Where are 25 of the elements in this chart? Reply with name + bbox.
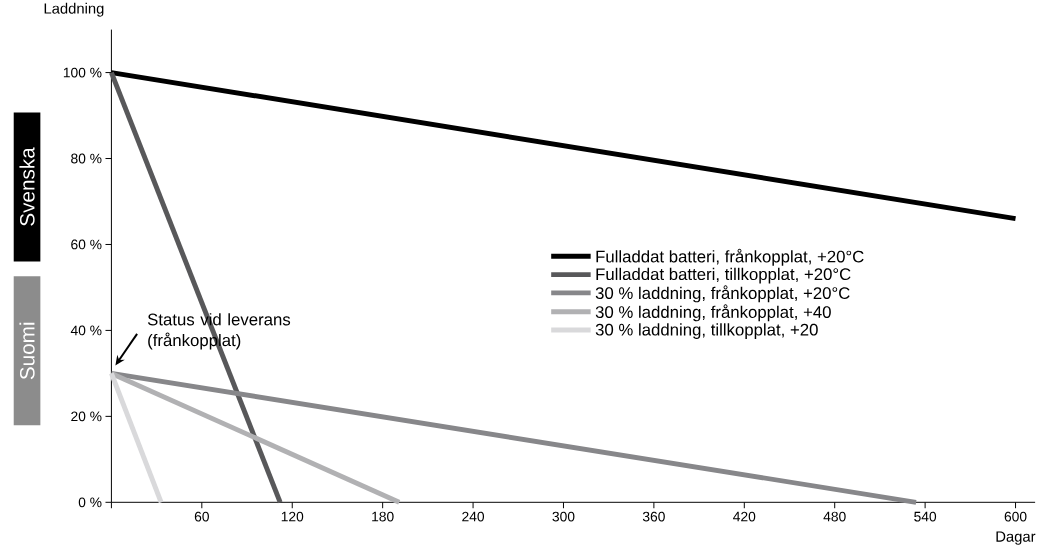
y-axis-title: Laddning xyxy=(44,3,104,17)
x-tick-label: 60 xyxy=(194,511,209,522)
x-tick-label: 300 xyxy=(552,511,575,522)
y-tick-label: 0 % xyxy=(78,497,102,508)
x-tick-label: 360 xyxy=(642,511,665,522)
text: Suomi xyxy=(19,323,35,380)
y-tick-label: 20 % xyxy=(71,411,102,422)
x-tick-label: 480 xyxy=(823,511,846,522)
y-tick-label: 60 % xyxy=(71,239,102,250)
x-tick-label: 600 xyxy=(1004,511,1027,522)
x-tick-label: 180 xyxy=(372,511,394,522)
x-tick-label: 420 xyxy=(733,511,756,522)
legend-label: Fulladdat batteri, frånkopplat, +20°C xyxy=(596,249,864,267)
x-tick-label: 240 xyxy=(462,511,485,522)
x-tick-label: 540 xyxy=(914,511,937,522)
y-tick-label: 40 % xyxy=(70,325,102,336)
x-axis-title: Dagar xyxy=(996,531,1036,545)
legend-label: Fulladdat batteri, tillkopplat, +20°C xyxy=(596,267,851,284)
legend-label: 30 % laddning, frånkopplat, +20°C xyxy=(595,285,850,303)
y-tick-label: 100 % xyxy=(63,67,102,78)
legend-label: 30 % laddning, frånkopplat, +40 xyxy=(595,304,831,322)
legend-label: 30 % laddning, tillkopplat, +20 xyxy=(595,323,818,340)
y-tick-label: 80 % xyxy=(71,153,102,164)
text: Svenska xyxy=(19,147,35,226)
x-tick-label: 120 xyxy=(281,511,304,522)
